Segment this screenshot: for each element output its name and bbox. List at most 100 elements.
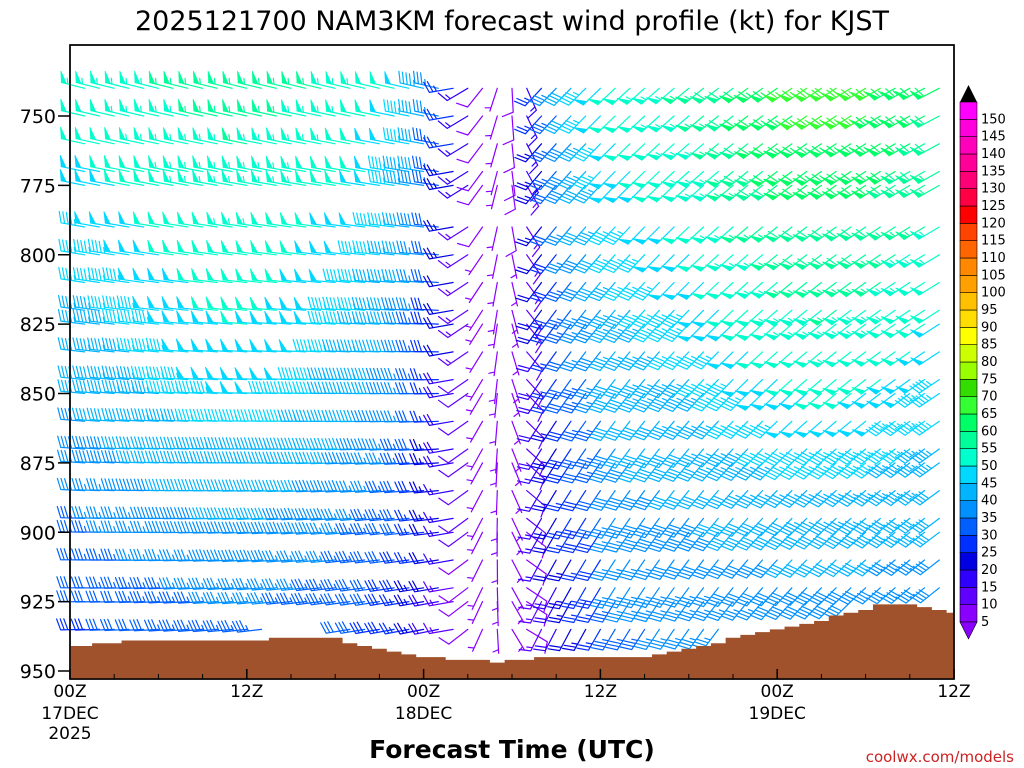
wind-barb — [423, 303, 454, 315]
wind-barb — [306, 479, 336, 493]
wind-barb — [336, 381, 366, 395]
wind-barb — [382, 155, 410, 173]
wind-barb — [530, 323, 557, 344]
wind-barb — [382, 127, 410, 145]
wind-barb — [87, 295, 115, 311]
wind-barb-flag — [339, 127, 347, 141]
wind-barb-flag — [118, 127, 126, 141]
wind-barb — [380, 410, 410, 423]
wind-barb-flag — [249, 367, 259, 380]
wind-barb-flag — [249, 268, 259, 281]
wind-barb — [423, 316, 454, 329]
wind-barb-flag — [205, 310, 214, 323]
wind-barb — [895, 448, 926, 464]
colorbar-label: 35 — [981, 511, 998, 526]
wind-barb — [467, 628, 484, 652]
wind-barb — [379, 523, 410, 536]
wind-barb — [85, 548, 115, 561]
wind-barb — [526, 587, 548, 613]
wind-barb — [662, 490, 690, 510]
wind-barb — [647, 462, 675, 483]
wind-barb — [247, 549, 277, 563]
wind-barb — [589, 517, 616, 539]
wind-barb-flag — [162, 155, 170, 169]
wind-barb — [173, 619, 204, 632]
wind-barb-flag — [749, 361, 764, 369]
wind-barb — [364, 480, 395, 494]
wind-barb-flag — [792, 290, 808, 298]
wind-barb — [203, 507, 233, 520]
wind-barb — [484, 87, 498, 112]
wind-barb — [351, 311, 380, 325]
colorbar-label: 105 — [981, 268, 1006, 283]
colorbar-label: 90 — [981, 320, 998, 335]
wind-barb-flag — [866, 400, 881, 409]
wind-barb — [576, 587, 601, 609]
wind-barb — [634, 628, 660, 650]
wind-barb-flag — [309, 212, 318, 226]
wind-barb — [632, 379, 660, 399]
wind-barb-flag — [807, 191, 822, 200]
wind-barb — [691, 531, 719, 552]
wind-barb — [749, 490, 778, 509]
wind-barb — [174, 479, 204, 492]
wind-barb — [365, 410, 395, 423]
wind-barb-flag — [354, 99, 362, 113]
wind-barb — [394, 452, 425, 466]
wind-barb-flag — [764, 431, 779, 439]
wind-barb — [437, 226, 469, 241]
wind-barb — [423, 441, 454, 454]
wind-barb-flag — [205, 296, 214, 309]
wind-barb-flag — [118, 155, 126, 169]
wind-barb-flag — [251, 127, 259, 141]
wind-barb — [437, 254, 469, 269]
wind-barb — [292, 409, 322, 422]
wind-barb-flag — [310, 71, 318, 85]
wind-barb — [262, 409, 292, 422]
wind-barb — [557, 115, 587, 134]
wind-barb — [646, 392, 675, 413]
wind-barb — [306, 437, 336, 451]
wind-barb — [437, 143, 469, 157]
wind-barb — [437, 184, 469, 199]
wind-barb-flag — [104, 98, 112, 113]
wind-barb — [465, 323, 484, 345]
wind-barb — [290, 578, 322, 592]
wind-barb — [307, 296, 336, 311]
wind-barb — [412, 99, 439, 117]
wind-barb-flag — [822, 289, 837, 298]
wind-barb-flag — [895, 385, 910, 394]
wind-barb — [546, 517, 572, 540]
wind-barb — [381, 297, 410, 311]
plot-frame — [69, 44, 955, 680]
wind-barb — [502, 115, 515, 146]
wind-barb-flag — [851, 232, 866, 241]
wind-barb — [277, 437, 307, 450]
wind-barb — [633, 517, 660, 539]
wind-barb-flag — [249, 310, 259, 324]
wind-barb — [337, 296, 366, 311]
wind-barb-flag — [617, 196, 632, 203]
wind-barb-flag — [895, 147, 909, 156]
wind-barb — [545, 420, 572, 442]
wind-barb — [492, 628, 500, 654]
wind-barb — [116, 337, 145, 353]
wind-barb — [131, 309, 159, 325]
wind-barb — [603, 351, 631, 371]
wind-barb — [909, 462, 940, 478]
wind-barb-flag — [353, 155, 362, 169]
x-tick-year: 2025 — [48, 724, 91, 744]
plot-area — [56, 44, 955, 680]
wind-barb — [690, 392, 719, 412]
wind-barb-flag — [89, 127, 97, 141]
wind-barb — [792, 462, 822, 480]
wind-barb — [763, 448, 793, 467]
wind-barb-flag — [221, 211, 229, 225]
wind-barb — [305, 578, 336, 592]
wind-barb-flag — [909, 230, 924, 240]
wind-barb-flag — [778, 431, 794, 438]
wind-barb — [503, 143, 515, 174]
wind-barb — [306, 451, 336, 465]
wind-barb — [188, 521, 218, 534]
